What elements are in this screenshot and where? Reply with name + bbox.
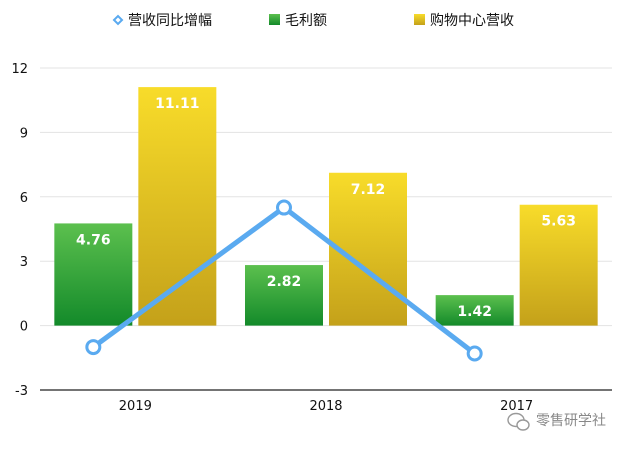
x-tick-label: 2019: [119, 399, 152, 414]
bar-gross-profit: [54, 223, 133, 326]
y-tick-label: 0: [20, 320, 28, 335]
bar-data-label: 5.63: [541, 214, 576, 230]
y-tick-label: 6: [20, 191, 28, 206]
bar-mall-revenue: [519, 204, 598, 326]
x-axis: 2019 2018 2017: [40, 389, 612, 414]
bars: 4.76 2.82 1.42 11.11 7.12 5.63: [54, 87, 598, 326]
grid-lines: [40, 67, 612, 327]
line-point: [466, 345, 483, 362]
x-tick-label: 2018: [309, 399, 342, 414]
line-point: [276, 199, 292, 216]
bar-data-label: 7.12: [351, 182, 386, 198]
bar-mall-revenue: [138, 87, 217, 326]
legend-label: 毛利额: [285, 13, 327, 29]
bar-data-label: 1.42: [457, 304, 492, 320]
y-tick-label: 9: [20, 126, 28, 141]
legend-marker-bar: [414, 14, 425, 25]
watermark: 零售研学社: [507, 412, 606, 431]
legend-label: 营收同比增幅: [128, 13, 212, 29]
watermark-text: 零售研学社: [536, 413, 606, 429]
y-tick-label: -3: [15, 384, 28, 399]
y-tick-label: 12: [11, 62, 28, 77]
legend: 营收同比增幅 毛利额 购物中心营收: [112, 13, 514, 29]
legend-marker-line: [112, 14, 124, 26]
legend-marker-bar: [269, 14, 280, 25]
line-point: [85, 339, 102, 356]
legend-label: 购物中心营收: [430, 13, 514, 29]
y-axis: -3 0 3 6 9 12: [11, 62, 28, 399]
bar-gross-profit: [435, 295, 514, 326]
bar-data-label: 4.76: [76, 232, 111, 248]
line-series: [85, 199, 483, 362]
bar-gross-profit: [245, 265, 323, 326]
x-tick-label: 2017: [500, 399, 533, 414]
y-tick-label: 3: [20, 255, 28, 270]
bar-data-label: 11.11: [155, 96, 199, 112]
wechat-icon: [507, 412, 530, 431]
bar-data-label: 2.82: [267, 274, 302, 290]
